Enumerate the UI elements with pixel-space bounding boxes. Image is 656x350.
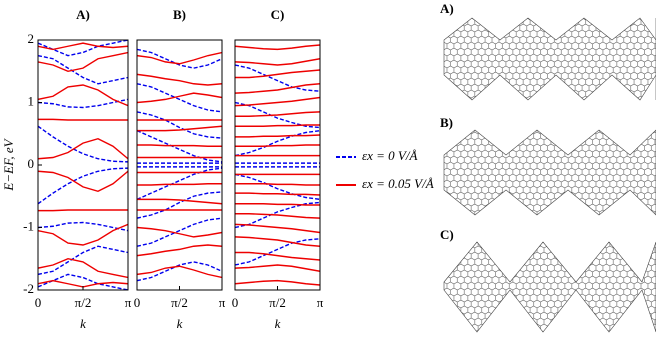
x-tick-label: π/2 [269, 295, 286, 310]
band-line [137, 111, 222, 139]
panel-title: C) [271, 7, 285, 22]
band-line [235, 279, 320, 286]
band-line [235, 124, 320, 127]
band-line [235, 44, 320, 51]
band-line [38, 258, 128, 279]
panel-title: A) [76, 7, 90, 22]
plot-area [38, 40, 128, 290]
x-tick-label: π [219, 295, 226, 310]
band-line [38, 84, 128, 107]
band-line [137, 129, 222, 163]
band-line [235, 64, 320, 92]
band-line [137, 73, 222, 86]
x-axis-label: k [177, 316, 183, 331]
band-line [235, 134, 320, 138]
band-line [235, 111, 320, 117]
plot-area [137, 48, 222, 282]
x-tick-label: 0 [134, 295, 141, 310]
band-line [137, 125, 222, 132]
structure-label: A) [440, 1, 454, 16]
x-tick-label: π/2 [171, 295, 188, 310]
y-tick-label: 0 [28, 156, 35, 171]
band-line [137, 167, 222, 201]
band-line [137, 261, 222, 282]
x-tick-label: π [125, 295, 132, 310]
band-line [38, 40, 128, 57]
band-line [235, 144, 320, 147]
panel-title: B) [173, 7, 186, 22]
band-line [38, 279, 128, 288]
band-line [235, 58, 320, 66]
band-line [235, 251, 320, 261]
band-line [38, 221, 128, 232]
band-line [137, 226, 222, 238]
band-line [38, 273, 128, 290]
band-line [137, 244, 222, 257]
band-line [38, 138, 128, 160]
structure-label: C) [440, 227, 454, 242]
band-line [137, 144, 222, 147]
band-line [137, 265, 222, 279]
band-line [235, 96, 320, 107]
band-line [137, 191, 222, 219]
x-axis-label: k [80, 316, 86, 331]
band-line [137, 83, 222, 113]
band-line [38, 167, 128, 205]
band-line [137, 217, 222, 247]
ribbon-structure [443, 241, 656, 333]
band-line [137, 92, 222, 104]
band-line [38, 54, 128, 85]
band-line [137, 183, 222, 186]
y-tick-label: 1 [28, 93, 35, 108]
structure-label: B) [440, 115, 453, 130]
band-line [38, 42, 128, 51]
band-line [235, 203, 320, 206]
x-tick-label: 0 [35, 295, 42, 310]
ribbon-structure [443, 129, 656, 216]
band-line [38, 209, 128, 212]
x-tick-label: 0 [232, 295, 239, 310]
y-tick-label: 2 [28, 31, 35, 46]
legend-label: εx = 0 V/Å [362, 148, 417, 163]
band-line [38, 170, 128, 192]
y-axis-label: E−EF, eV [1, 137, 16, 191]
band-line [235, 129, 320, 157]
y-tick-label: -1 [23, 218, 34, 233]
band-line [38, 245, 128, 276]
band-line [235, 238, 320, 266]
band-line [235, 264, 320, 272]
band-line [235, 173, 320, 201]
band-line [38, 118, 128, 121]
band-line [38, 223, 128, 246]
y-tick-label: -2 [23, 281, 34, 296]
legend-label: εx = 0.05 V/Å [362, 176, 434, 191]
band-line [235, 236, 320, 247]
band-line [235, 183, 320, 186]
plot-frame [136, 39, 223, 291]
plot-area [235, 44, 320, 286]
band-line [137, 51, 222, 65]
band-line [235, 223, 320, 234]
band-line [137, 198, 222, 205]
band-line [235, 192, 320, 196]
band-line [38, 125, 128, 163]
x-tick-label: π/2 [75, 295, 92, 310]
band-line [235, 83, 320, 94]
x-tick-label: π [317, 295, 324, 310]
band-line [38, 51, 128, 72]
x-axis-label: k [275, 316, 281, 331]
band-line [235, 213, 320, 219]
band-line [235, 69, 320, 79]
ribbon-structure [443, 17, 656, 101]
band-line [38, 98, 128, 109]
band-line [137, 48, 222, 69]
